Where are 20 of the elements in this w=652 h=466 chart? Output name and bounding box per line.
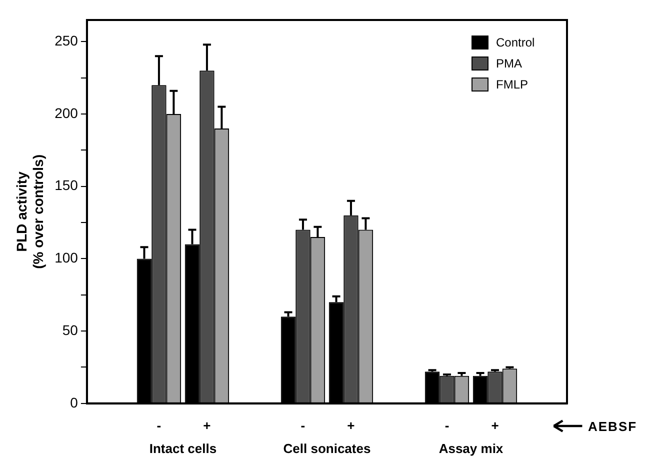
- text: Assay mix: [438, 440, 504, 456]
- text: Cell sonicates: [283, 440, 371, 456]
- y-axis-title: PLD activity (% over controls): [13, 154, 46, 269]
- text: AEBSF: [588, 418, 638, 434]
- y-tick-label: 150: [54, 177, 78, 194]
- y-tick-label: 250: [54, 32, 78, 49]
- text: Intact cells: [149, 440, 217, 456]
- y-tick-label: 0: [70, 394, 78, 410]
- y-tick-label: 200: [54, 104, 78, 121]
- y-tick-label: 100: [54, 250, 78, 266]
- legend-label: Control: [496, 35, 535, 50]
- x-tick-label: +: [203, 418, 212, 433]
- legend-label: FMLP: [496, 77, 528, 92]
- legend-label: PMA: [496, 56, 522, 70]
- y-tick-label: 50: [62, 322, 78, 338]
- x-tick-label: -: [300, 418, 306, 433]
- x-tick-label: +: [347, 418, 356, 433]
- x-tick-label: +: [491, 418, 500, 433]
- x-tick-label: -: [156, 418, 162, 433]
- x-tick-label: -: [444, 418, 450, 433]
